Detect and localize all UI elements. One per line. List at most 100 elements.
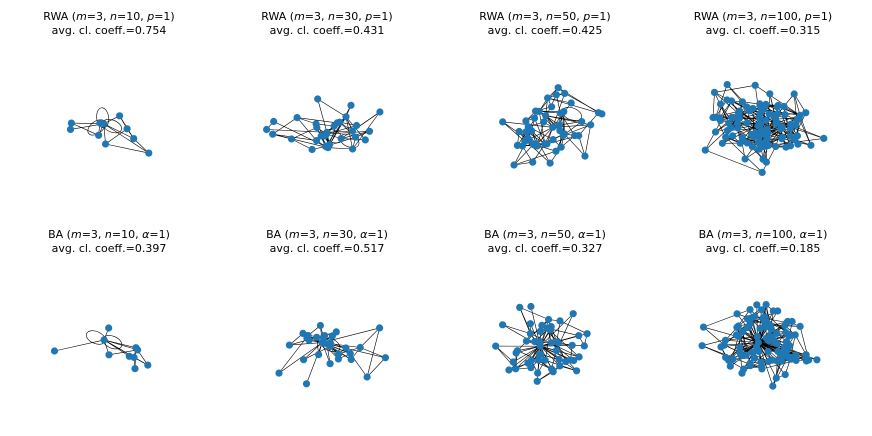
node — [756, 100, 764, 108]
node — [499, 321, 507, 329]
node — [346, 350, 354, 358]
node — [575, 132, 583, 140]
node — [753, 332, 761, 340]
param-symbol: p — [147, 10, 155, 23]
node — [764, 357, 773, 366]
node — [330, 122, 338, 130]
edge — [502, 121, 526, 142]
edge — [540, 313, 574, 347]
edge — [775, 118, 824, 139]
node — [760, 130, 768, 138]
network-graph — [698, 301, 821, 390]
panel-subtitle: avg. cl. coeff.=0.327 — [436, 242, 654, 256]
node — [699, 323, 708, 331]
node — [758, 168, 766, 176]
coeff-value: 0.517 — [352, 242, 385, 255]
panel-title: BA (m=3, n=30, α=1) — [266, 228, 388, 241]
node — [270, 117, 278, 126]
node — [320, 334, 328, 342]
node — [742, 351, 750, 359]
model-name: BA — [48, 228, 64, 241]
node — [533, 377, 541, 385]
panel-title: BA (m=3, n=100, α=1) — [698, 228, 828, 241]
node — [743, 324, 751, 332]
node — [790, 90, 798, 98]
node — [765, 337, 773, 345]
node — [342, 113, 350, 121]
edge — [560, 113, 575, 136]
node — [735, 110, 743, 118]
edge — [291, 127, 317, 140]
node — [524, 134, 532, 142]
node — [736, 348, 744, 356]
network-panel: BA (m=3, n=30, α=1) avg. cl. coeff.=0.517 — [218, 218, 436, 436]
edge — [327, 147, 353, 150]
node — [512, 365, 520, 373]
node — [734, 124, 742, 132]
edge — [564, 133, 586, 157]
node — [546, 159, 554, 167]
edge — [756, 304, 758, 337]
node — [580, 342, 588, 350]
node — [529, 158, 537, 166]
coeff-label: avg. cl. coeff.= — [269, 242, 353, 255]
node — [313, 333, 321, 341]
edge — [321, 342, 331, 364]
edge — [755, 85, 801, 116]
n-value: 30 — [339, 228, 354, 241]
node — [326, 360, 334, 368]
node — [716, 116, 725, 124]
node — [308, 145, 316, 154]
node — [752, 343, 761, 351]
n-value: 50 — [562, 10, 577, 23]
node — [555, 355, 563, 363]
edge — [108, 349, 138, 356]
edge — [547, 327, 580, 358]
n-value: 100 — [776, 10, 798, 23]
panel-subtitle: avg. cl. coeff.=0.517 — [218, 242, 436, 256]
node — [328, 332, 336, 340]
edge — [705, 100, 732, 151]
node — [718, 139, 726, 147]
edge — [519, 307, 549, 320]
edge — [794, 334, 807, 355]
edge — [326, 130, 353, 133]
coeff-value: 0.754 — [134, 24, 167, 37]
coeff-label: avg. cl. coeff.= — [51, 242, 135, 255]
m-symbol: m — [512, 10, 523, 23]
node — [733, 331, 741, 339]
edge — [366, 357, 386, 378]
network-panel: RWA (m=3, n=10, p=1) avg. cl. coeff.=0.75… — [0, 0, 218, 218]
network-graph — [263, 95, 384, 154]
node — [567, 99, 575, 107]
node — [315, 351, 323, 359]
node — [556, 362, 564, 370]
node — [492, 342, 500, 350]
network-graph — [701, 81, 828, 176]
node — [334, 350, 343, 358]
coeff-label: avg. cl. coeff.= — [705, 242, 789, 255]
node — [549, 123, 557, 131]
edge — [339, 121, 356, 138]
panel-subtitle: avg. cl. coeff.=0.754 — [0, 24, 218, 38]
node — [95, 131, 103, 139]
node — [552, 91, 560, 99]
node — [134, 346, 142, 354]
edge — [722, 124, 761, 144]
m-symbol: m — [76, 10, 87, 23]
edge — [703, 326, 759, 343]
node — [527, 356, 535, 364]
edge-layer — [266, 98, 381, 150]
edge — [725, 340, 759, 343]
edge — [272, 117, 298, 135]
node — [527, 302, 535, 311]
node — [723, 81, 731, 89]
node — [777, 125, 785, 133]
node — [556, 317, 564, 325]
node-layer — [275, 321, 389, 388]
edge — [317, 98, 328, 133]
model-name: RWA — [261, 10, 287, 23]
node — [293, 114, 301, 122]
node — [721, 336, 729, 344]
node — [312, 120, 320, 128]
